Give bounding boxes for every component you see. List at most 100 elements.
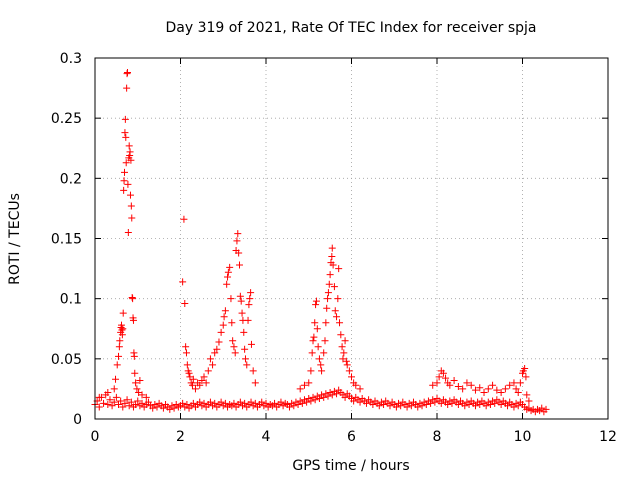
data-point (134, 397, 142, 405)
data-point (484, 385, 492, 393)
data-point (251, 379, 259, 387)
data-point (323, 304, 331, 312)
data-point (234, 230, 242, 238)
data-point (298, 399, 306, 407)
data-point (215, 338, 223, 346)
data-point (219, 321, 227, 329)
data-point (467, 381, 475, 389)
data-point (244, 316, 252, 324)
data-point (138, 391, 146, 399)
data-point (191, 385, 199, 393)
data-point (521, 364, 529, 372)
data-point (231, 349, 239, 357)
data-point (221, 307, 229, 315)
data-point (277, 398, 285, 406)
data-point (110, 398, 118, 406)
data-point (345, 367, 353, 375)
data-point (241, 355, 249, 363)
data-point (497, 389, 505, 397)
data-point (422, 401, 430, 409)
data-point (182, 349, 190, 357)
data-point (230, 343, 238, 351)
data-point (427, 399, 435, 407)
data-point (497, 401, 505, 409)
data-point (241, 345, 249, 353)
data-point (418, 402, 426, 410)
data-point (326, 271, 334, 279)
data-point (95, 393, 103, 401)
data-point (386, 402, 394, 410)
data-point (123, 84, 131, 92)
data-point (196, 398, 204, 406)
data-point (95, 403, 103, 411)
data-point (229, 337, 237, 345)
data-point (228, 319, 236, 327)
data-point (324, 289, 332, 297)
data-point (112, 393, 120, 401)
x-tick-label: 10 (514, 429, 532, 445)
x-tick-label: 8 (433, 429, 442, 445)
data-point (522, 373, 530, 381)
data-point (324, 392, 332, 400)
data-point (335, 265, 343, 273)
data-point (328, 244, 336, 252)
data-point (227, 295, 235, 303)
data-point (247, 340, 255, 348)
data-point (179, 278, 187, 286)
data-point (179, 399, 187, 407)
data-point (236, 398, 244, 406)
data-point (341, 337, 349, 345)
data-point (119, 325, 127, 333)
data-point (245, 301, 253, 309)
y-tick-label: 0.2 (60, 171, 82, 187)
data-point (433, 379, 441, 387)
data-point (136, 376, 144, 384)
data-point (450, 376, 458, 384)
data-point (313, 325, 321, 333)
data-point (486, 401, 494, 409)
data-point (504, 402, 512, 410)
data-point (220, 313, 228, 321)
data-point (375, 402, 383, 410)
data-point (153, 403, 161, 411)
data-point (523, 391, 531, 399)
x-tick-label: 6 (347, 429, 356, 445)
data-point (235, 261, 243, 269)
data-point (356, 385, 364, 393)
data-point (104, 389, 112, 397)
data-point (310, 333, 318, 341)
data-point (132, 379, 140, 387)
data-point (118, 331, 126, 339)
data-point (126, 191, 134, 199)
data-point (506, 381, 514, 389)
data-point (189, 399, 197, 407)
data-point (510, 403, 518, 411)
data-point (138, 399, 146, 407)
data-point (240, 328, 248, 336)
data-point (181, 299, 189, 307)
data-point (356, 398, 364, 406)
data-point (121, 115, 129, 123)
data-point (341, 393, 349, 401)
data-point (444, 401, 452, 409)
data-point (350, 397, 358, 405)
data-point (465, 401, 473, 409)
data-point (183, 401, 191, 409)
data-point (120, 186, 128, 194)
data-point (249, 367, 257, 375)
data-point (246, 295, 254, 303)
data-point (392, 403, 400, 411)
data-point (271, 399, 279, 407)
data-point (206, 355, 214, 363)
data-point (113, 361, 121, 369)
data-point (459, 385, 467, 393)
data-point (149, 404, 157, 412)
data-point (196, 381, 204, 389)
data-point (435, 373, 443, 381)
data-point (514, 389, 522, 397)
data-point (247, 289, 255, 297)
data-point (442, 374, 450, 382)
data-point (127, 156, 135, 164)
data-point (132, 401, 140, 409)
